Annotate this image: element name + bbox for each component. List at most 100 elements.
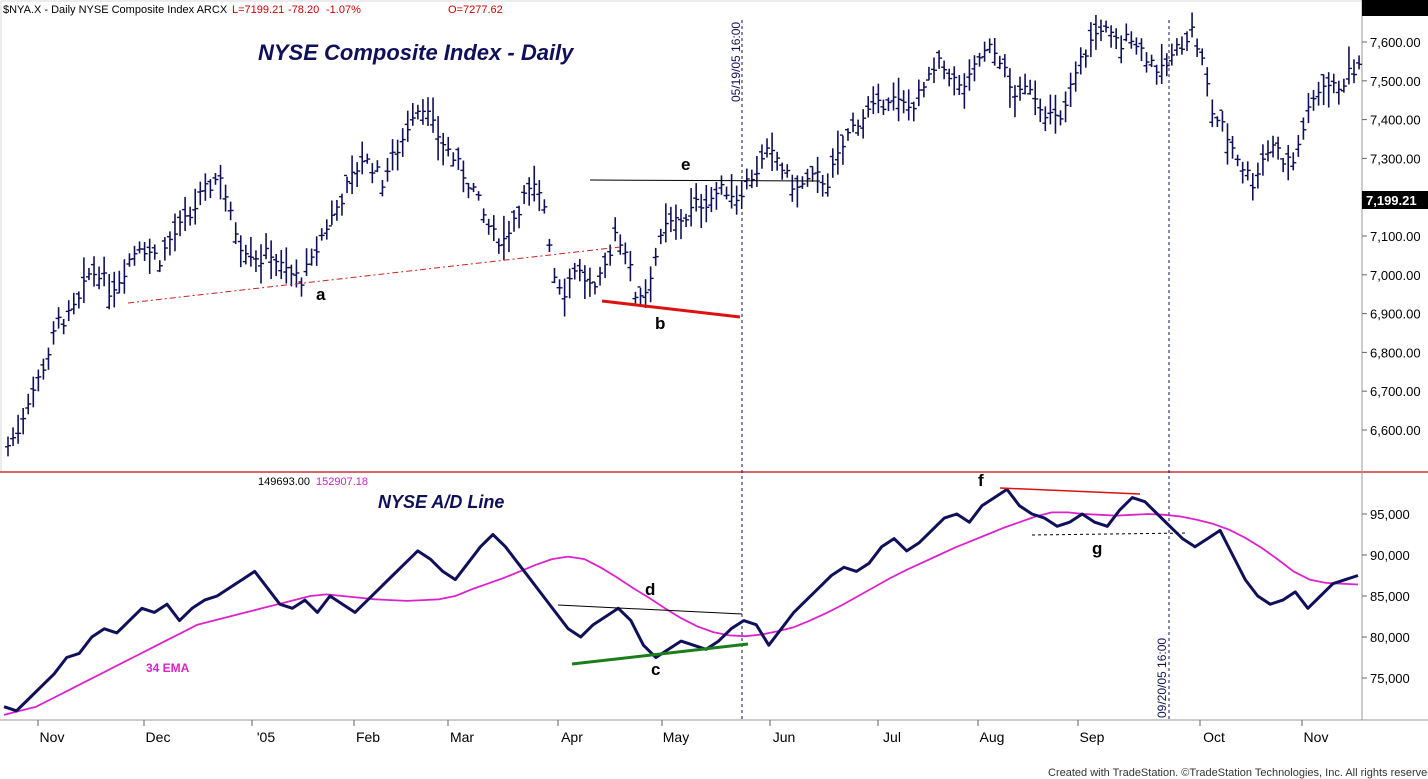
price-bar xyxy=(455,147,462,170)
price-bar xyxy=(1148,54,1155,68)
price-bar xyxy=(273,253,280,277)
price-bar xyxy=(470,183,477,193)
price-bar xyxy=(369,163,376,184)
price-bar xyxy=(364,153,371,164)
price-bar xyxy=(1077,47,1084,75)
label-e: e xyxy=(681,155,690,174)
price-bar xyxy=(728,174,735,209)
trendline-a xyxy=(127,246,621,304)
x-tick-label: Feb xyxy=(356,729,380,745)
price-bar xyxy=(986,38,993,54)
price-bar xyxy=(1103,20,1110,33)
label-b: b xyxy=(655,314,665,333)
price-bar xyxy=(1123,23,1130,42)
marker-label-sep: 09/20/05 16:00 xyxy=(1155,638,1169,718)
trendline-f xyxy=(999,487,1141,495)
price-bar xyxy=(389,139,396,171)
price-bar xyxy=(151,244,158,260)
price-bar xyxy=(936,50,943,69)
price-bar xyxy=(880,99,887,116)
price-bar xyxy=(875,83,882,114)
price-bar xyxy=(1345,46,1352,85)
price-bar xyxy=(956,74,963,96)
ad-tick-label: 80,000 xyxy=(1370,630,1410,645)
open-price: O=7277.62 xyxy=(448,4,503,16)
price-bar xyxy=(70,292,77,315)
price-bar xyxy=(839,134,846,165)
price-bar xyxy=(1259,144,1266,176)
symbol-info: $NYA.X - Daily NYSE Composite Index ARCX xyxy=(3,4,228,16)
price-bar xyxy=(1330,73,1337,94)
label-a: a xyxy=(316,285,326,304)
price-bar xyxy=(703,185,710,223)
price-bar xyxy=(546,238,553,253)
x-tick-label: Nov xyxy=(1304,729,1329,745)
price-tick-label: 7,500.00 xyxy=(1370,74,1421,89)
price-bar xyxy=(500,215,507,261)
ad-tick-label: 95,000 xyxy=(1370,507,1410,522)
label-f: f xyxy=(978,471,984,490)
price-bar xyxy=(25,393,32,415)
price-bar xyxy=(723,186,730,200)
price-bar xyxy=(445,137,452,157)
price-bar xyxy=(268,240,275,280)
marker-label-may: 05/19/05 16:00 xyxy=(729,22,743,102)
price-bar xyxy=(374,160,381,173)
price-bar xyxy=(141,241,148,262)
ad-tick-label: 75,000 xyxy=(1370,671,1410,686)
price-bar xyxy=(1351,59,1357,84)
price-bar xyxy=(860,109,867,139)
price-bar xyxy=(1194,38,1201,57)
price-bar xyxy=(15,414,22,444)
price-bar xyxy=(693,183,700,212)
price-bar xyxy=(1290,152,1297,171)
price-bar xyxy=(1057,110,1064,126)
ad-line xyxy=(3,487,1359,713)
price-change: -78.20 xyxy=(288,4,319,16)
price-bar xyxy=(1006,68,1013,108)
price-bar xyxy=(1234,154,1241,167)
ad-tick-label: 90,000 xyxy=(1370,548,1410,563)
ad-line-series xyxy=(3,487,1359,716)
ad-value-1: 149693.00 xyxy=(258,476,310,488)
price-bar xyxy=(465,182,472,199)
price-bar xyxy=(1128,31,1135,49)
price-bar xyxy=(647,266,654,303)
price-bar xyxy=(430,97,437,133)
price-tick-label: 6,600.00 xyxy=(1370,423,1421,438)
price-bar xyxy=(961,73,968,109)
price-bar xyxy=(667,206,674,233)
price-bar xyxy=(799,176,806,189)
trendline-c xyxy=(571,642,749,666)
x-tick-label: Sep xyxy=(1080,729,1105,745)
price-bar xyxy=(1295,134,1302,157)
price-bar xyxy=(1229,136,1236,159)
price-bar xyxy=(1340,78,1347,93)
price-bar xyxy=(1011,85,1018,118)
price-tick-label: 7,300.00 xyxy=(1370,151,1421,166)
price-bar xyxy=(1158,43,1165,85)
ad-value-2: 152907.18 xyxy=(316,476,368,488)
price-bar xyxy=(490,215,497,242)
price-bar xyxy=(1249,173,1256,201)
price-bar xyxy=(581,265,588,299)
price-bar xyxy=(156,260,163,273)
price-bar xyxy=(576,259,583,282)
price-bar xyxy=(1189,12,1196,38)
price-bar xyxy=(222,184,229,212)
price-bar xyxy=(561,278,568,317)
price-bar xyxy=(1082,49,1089,68)
price-bar xyxy=(637,286,644,307)
price-bar xyxy=(1275,136,1282,160)
price-bar xyxy=(541,199,548,214)
x-tick-label: Jul xyxy=(883,729,901,745)
price-bar xyxy=(1173,38,1180,56)
price-bar xyxy=(424,97,431,127)
price-bar xyxy=(1032,80,1039,116)
price-bar xyxy=(1022,73,1029,95)
price-bar xyxy=(1072,61,1079,92)
price-ohlc-bars xyxy=(5,12,1363,457)
x-tick-label: '05 xyxy=(257,729,275,745)
price-bar xyxy=(789,174,796,202)
